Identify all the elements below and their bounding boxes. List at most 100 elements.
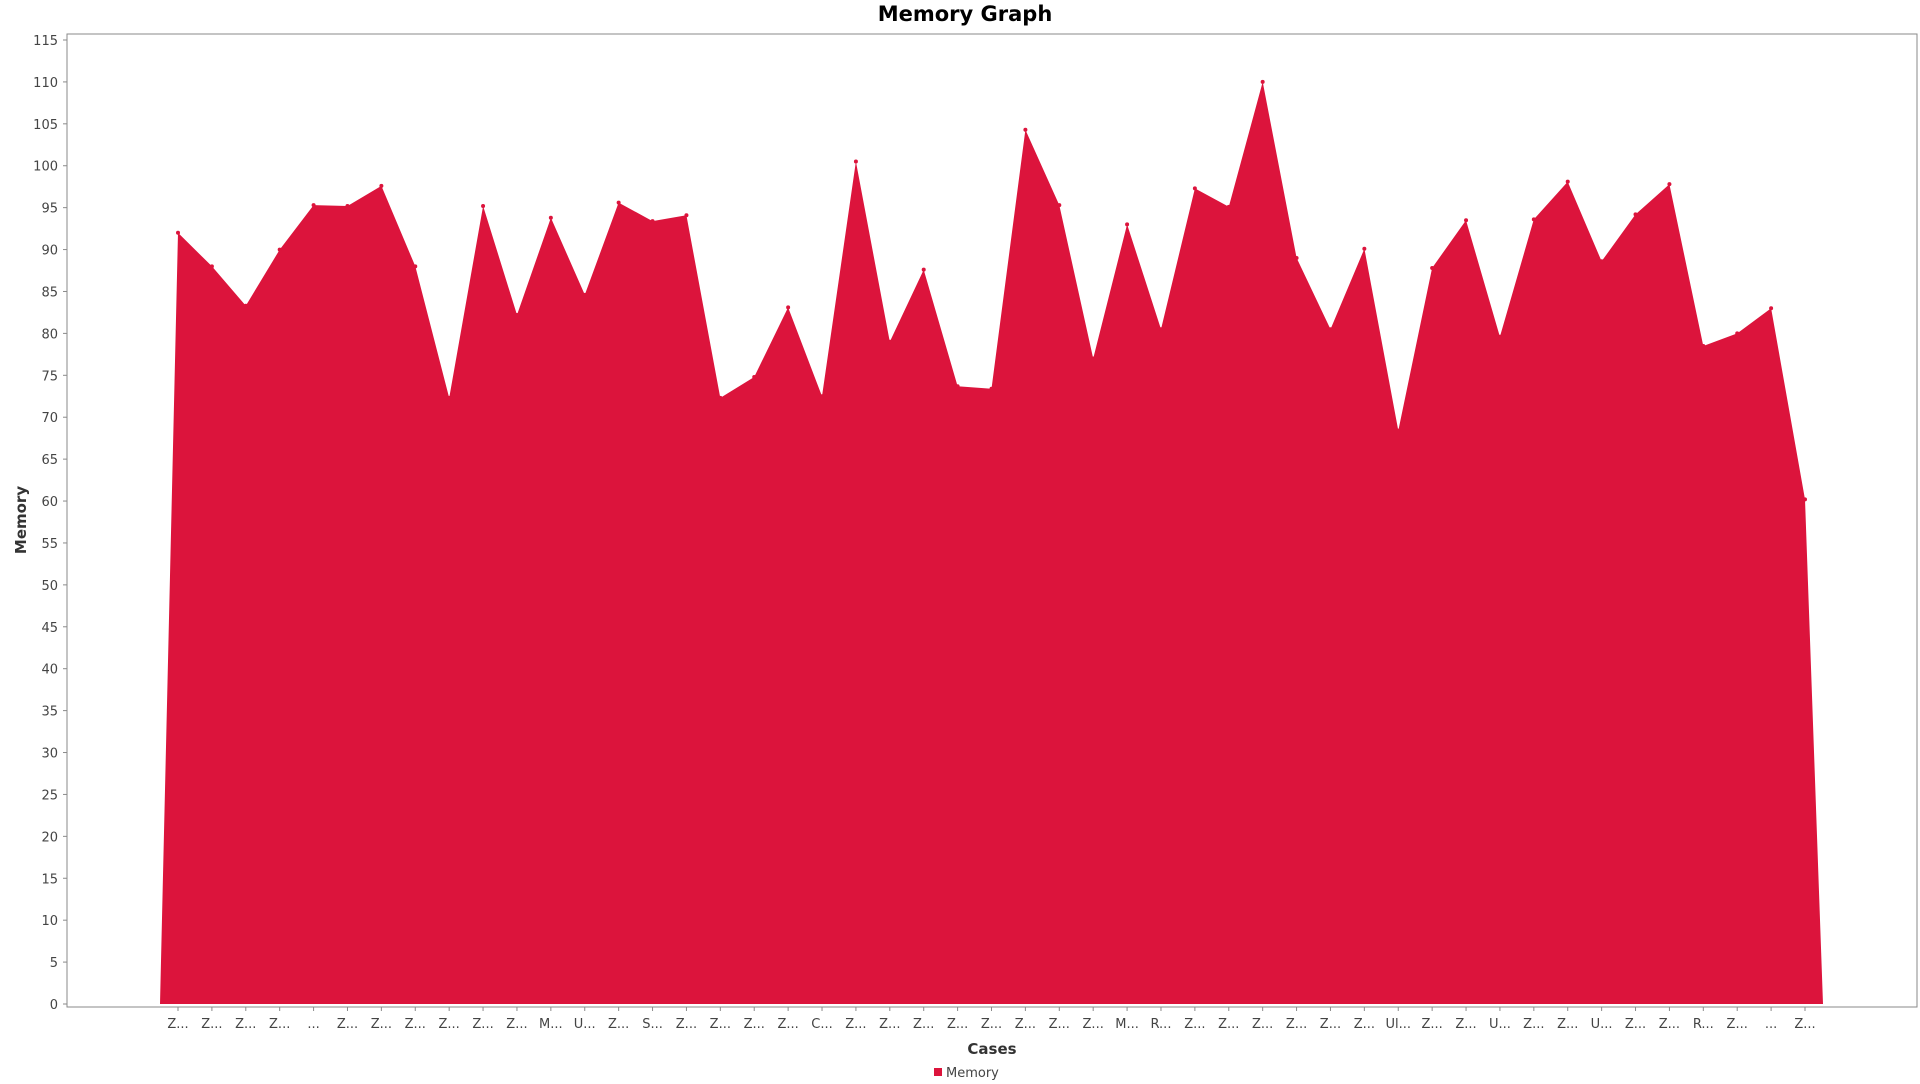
data-point — [447, 395, 452, 400]
y-tick-label: 25 — [41, 788, 58, 803]
y-tick-label: 50 — [41, 579, 58, 594]
x-axis: Z... Z... Z... Z...... Z... Z... Z... Z... Z... Z… — [167, 1007, 1816, 1032]
x-tick-label: Z... — [1557, 1017, 1578, 1032]
data-point — [1362, 246, 1367, 251]
data-point — [1158, 327, 1163, 332]
x-tick-label: M... — [539, 1017, 563, 1032]
y-tick-label: 70 — [41, 411, 58, 426]
data-point — [1023, 127, 1028, 132]
x-tick-label: Z... — [1421, 1017, 1442, 1032]
x-tick-label: Z... — [845, 1017, 866, 1032]
data-point — [1667, 182, 1672, 187]
y-tick-label: 115 — [33, 34, 58, 49]
x-tick-label: Z... — [1354, 1017, 1375, 1032]
x-tick-label: Z... — [1286, 1017, 1307, 1032]
x-tick-label: Z... — [1083, 1017, 1104, 1032]
y-tick-label: 30 — [41, 747, 58, 762]
data-point — [921, 267, 926, 272]
x-tick-label: R... — [1693, 1017, 1714, 1032]
x-tick-label: Z... — [1727, 1017, 1748, 1032]
legend-label-memory: Memory — [946, 1066, 999, 1080]
x-tick-label: Ul... — [1385, 1017, 1411, 1032]
x-tick-label: Z... — [201, 1017, 222, 1032]
x-tick-label: Z... — [913, 1017, 934, 1032]
data-point — [209, 264, 214, 269]
data-point — [277, 247, 282, 252]
x-tick-label: U... — [1591, 1017, 1613, 1032]
data-point — [887, 339, 892, 344]
x-tick-label: Z... — [608, 1017, 629, 1032]
data-point — [853, 159, 858, 164]
data-point — [718, 395, 723, 400]
x-tick-label: Z... — [676, 1017, 697, 1032]
x-tick-label: Z... — [1320, 1017, 1341, 1032]
y-tick-label: 75 — [41, 369, 58, 384]
x-tick-label: C... — [811, 1017, 832, 1032]
y-axis: 0 5 10 15 20 25 30 35 40 45 50 55 60 65 70 75 80 85 90 95 10… — [33, 34, 67, 1013]
x-tick-label: Z... — [1659, 1017, 1680, 1032]
data-point — [616, 200, 621, 205]
x-tick-label: Z... — [506, 1017, 527, 1032]
data-point — [243, 303, 248, 308]
y-tick-label: 65 — [41, 453, 58, 468]
chart-title: Memory Graph — [878, 2, 1053, 26]
y-axis-title: Memory — [12, 486, 30, 554]
x-tick-label: Z... — [1455, 1017, 1476, 1032]
x-tick-label: Z... — [1184, 1017, 1205, 1032]
data-point — [345, 203, 350, 208]
y-tick-label: 95 — [41, 202, 58, 217]
data-point — [1328, 327, 1333, 332]
data-point — [1565, 179, 1570, 184]
x-tick-label: U... — [574, 1017, 596, 1032]
x-tick-label: M... — [1115, 1017, 1139, 1032]
data-point — [582, 292, 587, 297]
data-point — [1430, 266, 1435, 271]
y-tick-label: 110 — [33, 76, 58, 91]
series-area-memory — [160, 81, 1823, 1004]
data-point — [650, 219, 655, 224]
x-tick-label: ... — [307, 1017, 319, 1032]
y-tick-label: 45 — [41, 621, 58, 636]
data-point — [1260, 79, 1265, 84]
data-point — [786, 305, 791, 310]
x-tick-label: R... — [1150, 1017, 1171, 1032]
data-point — [1396, 428, 1401, 433]
x-tick-label: Z... — [1218, 1017, 1239, 1032]
x-tick-label: Z... — [710, 1017, 731, 1032]
data-point — [1192, 186, 1197, 191]
x-tick-label: Z... — [235, 1017, 256, 1032]
y-tick-label: 20 — [41, 830, 58, 845]
data-point — [1057, 203, 1062, 208]
data-point — [413, 264, 418, 269]
data-point — [1226, 204, 1231, 209]
legend-swatch — [934, 1068, 942, 1076]
x-tick-label: Z... — [167, 1017, 188, 1032]
data-point — [1803, 497, 1807, 502]
data-point — [1769, 306, 1774, 311]
data-point — [176, 230, 180, 235]
y-tick-label: 55 — [41, 537, 58, 552]
x-tick-label: S... — [642, 1017, 663, 1032]
data-point — [989, 386, 994, 391]
x-tick-label: Z... — [439, 1017, 460, 1032]
data-point — [1531, 217, 1536, 222]
x-tick-label: Z... — [947, 1017, 968, 1032]
x-tick-label: Z... — [1049, 1017, 1070, 1032]
x-tick-label: Z... — [1015, 1017, 1036, 1032]
y-tick-label: 35 — [41, 705, 58, 720]
data-point — [481, 203, 486, 208]
y-tick-label: 0 — [50, 998, 58, 1013]
data-point — [684, 213, 689, 218]
data-point — [1633, 212, 1638, 217]
data-point — [1125, 222, 1130, 227]
data-point — [1464, 218, 1469, 223]
x-axis-title: Cases — [967, 1040, 1016, 1058]
data-point — [820, 394, 825, 399]
data-point — [548, 215, 553, 220]
y-tick-label: 85 — [41, 285, 58, 300]
data-point — [1091, 356, 1096, 361]
x-tick-label: Z... — [981, 1017, 1002, 1032]
data-point — [514, 312, 519, 317]
x-tick-label: U... — [1489, 1017, 1511, 1032]
